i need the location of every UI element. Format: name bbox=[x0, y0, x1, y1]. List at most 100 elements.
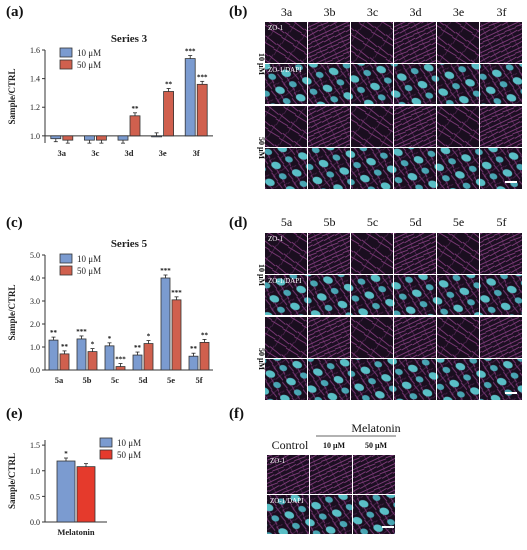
micrograph-tile bbox=[308, 148, 350, 189]
chart-c: 0.0 1.0 2.0 3.0 4.0 5.0 Series 5 Sample/CTRL 5a 5… bbox=[7, 238, 213, 385]
micrograph-tile bbox=[265, 106, 307, 147]
bar-c-s1-5d bbox=[143, 343, 154, 371]
micrograph-tile bbox=[308, 22, 350, 63]
y-tick-label: 5.0 bbox=[30, 251, 40, 260]
significance-mark: *** bbox=[185, 48, 196, 56]
bar-c-s1-5a bbox=[59, 353, 70, 371]
micrograph-tile bbox=[351, 22, 393, 63]
micrograph-tile bbox=[480, 148, 522, 189]
chart-title: Series 5 bbox=[111, 238, 148, 250]
column-label: 3c bbox=[367, 5, 378, 19]
stain-label: ZO-1 bbox=[268, 24, 284, 32]
bar-c-s1-5c bbox=[115, 366, 126, 371]
significance-mark: * bbox=[64, 450, 68, 458]
legend-label-1: 50 μM bbox=[117, 450, 141, 460]
micrograph-tile bbox=[480, 233, 522, 274]
column-label: 5f bbox=[497, 215, 507, 229]
x-tick-label: 3f bbox=[193, 148, 200, 158]
x-tick-label: 5c bbox=[111, 375, 119, 385]
y-tick-label: 1.2 bbox=[30, 103, 40, 112]
y-tick-label: 3.0 bbox=[30, 297, 40, 306]
row-label: 10 μM bbox=[257, 53, 266, 76]
stain-label: ZO-1/DAPI bbox=[268, 277, 302, 285]
y-tick-label: 1.5 bbox=[30, 441, 40, 450]
legend-label-0: 10 μM bbox=[77, 254, 101, 264]
x-tick-label: 5b bbox=[83, 375, 92, 385]
column-label: 5e bbox=[453, 215, 464, 229]
micrograph-tile bbox=[394, 64, 436, 105]
x-tick-label: 5f bbox=[195, 375, 202, 385]
legend-swatch-1 bbox=[59, 265, 73, 276]
micrograph-tile bbox=[480, 106, 522, 147]
micrograph-tile bbox=[394, 359, 436, 400]
stain-label: ZO-1/DAPI bbox=[270, 497, 304, 505]
melatonin-header: Melatonin bbox=[351, 421, 400, 435]
micrograph-tile bbox=[437, 233, 479, 274]
micrograph-tile bbox=[308, 275, 350, 316]
micrograph-tile bbox=[437, 64, 479, 105]
micrograph-tile bbox=[353, 495, 395, 534]
significance-mark: ** bbox=[50, 329, 58, 337]
significance-mark: ** bbox=[190, 345, 198, 353]
bar-a-s1-3f bbox=[196, 83, 208, 137]
column-label: 3d bbox=[410, 5, 422, 19]
y-axis-label: Sample/CTRL bbox=[7, 453, 17, 509]
significance-mark: *** bbox=[115, 356, 126, 364]
row-label: 50 μM bbox=[257, 348, 266, 371]
significance-mark: ** bbox=[61, 343, 69, 351]
column-label: 3a bbox=[281, 5, 293, 19]
micrograph-tile bbox=[353, 455, 395, 494]
x-tick-label: 3c bbox=[91, 148, 99, 158]
legend-swatch-1 bbox=[99, 449, 113, 460]
micrograph-tile bbox=[308, 106, 350, 147]
panel-b-letter: (b) bbox=[229, 4, 248, 20]
micrograph-tile bbox=[437, 275, 479, 316]
bar-c-s0-5b bbox=[76, 338, 87, 371]
micrograph-tile bbox=[310, 495, 352, 534]
x-tick-label: 3e bbox=[159, 148, 167, 158]
legend-label-1: 50 μM bbox=[77, 266, 101, 276]
bar-c-s0-5a bbox=[48, 339, 59, 371]
micrograph-tile bbox=[394, 106, 436, 147]
micrograph-tile bbox=[351, 317, 393, 358]
legend-swatch-0 bbox=[99, 437, 113, 448]
significance-mark: ** bbox=[165, 80, 173, 88]
stain-label: ZO-1/DAPI bbox=[268, 66, 302, 74]
bar-e-s0-Melatonin bbox=[56, 460, 76, 523]
x-tick-label: 5d bbox=[139, 375, 148, 385]
x-tick-label: Melatonin bbox=[57, 527, 95, 537]
panel-c-letter: (c) bbox=[6, 215, 23, 231]
micrograph-tile bbox=[437, 148, 479, 189]
row-label: 10 μM bbox=[257, 264, 266, 287]
bar-c-s0-5f bbox=[188, 355, 199, 371]
legend-swatch-0 bbox=[59, 253, 73, 264]
micrograph-tile bbox=[308, 359, 350, 400]
x-tick-label: 3a bbox=[58, 148, 67, 158]
micrograph-tile bbox=[351, 359, 393, 400]
conc-label: 50 μM bbox=[365, 441, 388, 450]
significance-mark: *** bbox=[76, 328, 87, 336]
significance-mark: *** bbox=[197, 73, 208, 81]
panel-d-letter: (d) bbox=[229, 215, 248, 231]
bar-c-s1-5e bbox=[171, 299, 182, 371]
micrograph-tile bbox=[480, 359, 522, 400]
y-tick-label: 4.0 bbox=[30, 274, 40, 283]
micrograph-tile bbox=[265, 233, 307, 274]
y-tick-label: 0.0 bbox=[30, 518, 40, 527]
bar-a-s1-3e bbox=[163, 91, 175, 137]
bar-c-s1-5f bbox=[199, 341, 210, 371]
bar-a-s1-3c bbox=[96, 135, 107, 141]
bar-c-s0-5e bbox=[160, 277, 171, 371]
micrograph-tile bbox=[265, 359, 307, 400]
y-tick-label: 1.6 bbox=[30, 46, 40, 55]
significance-mark: * bbox=[147, 333, 151, 341]
bar-a-s1-3a bbox=[62, 135, 74, 141]
column-label: 5b bbox=[324, 215, 336, 229]
column-label: 3f bbox=[497, 5, 507, 19]
micrograph-tile bbox=[265, 64, 307, 105]
significance-mark: *** bbox=[171, 289, 182, 297]
micrograph-tile bbox=[394, 275, 436, 316]
micrograph-tile bbox=[351, 148, 393, 189]
